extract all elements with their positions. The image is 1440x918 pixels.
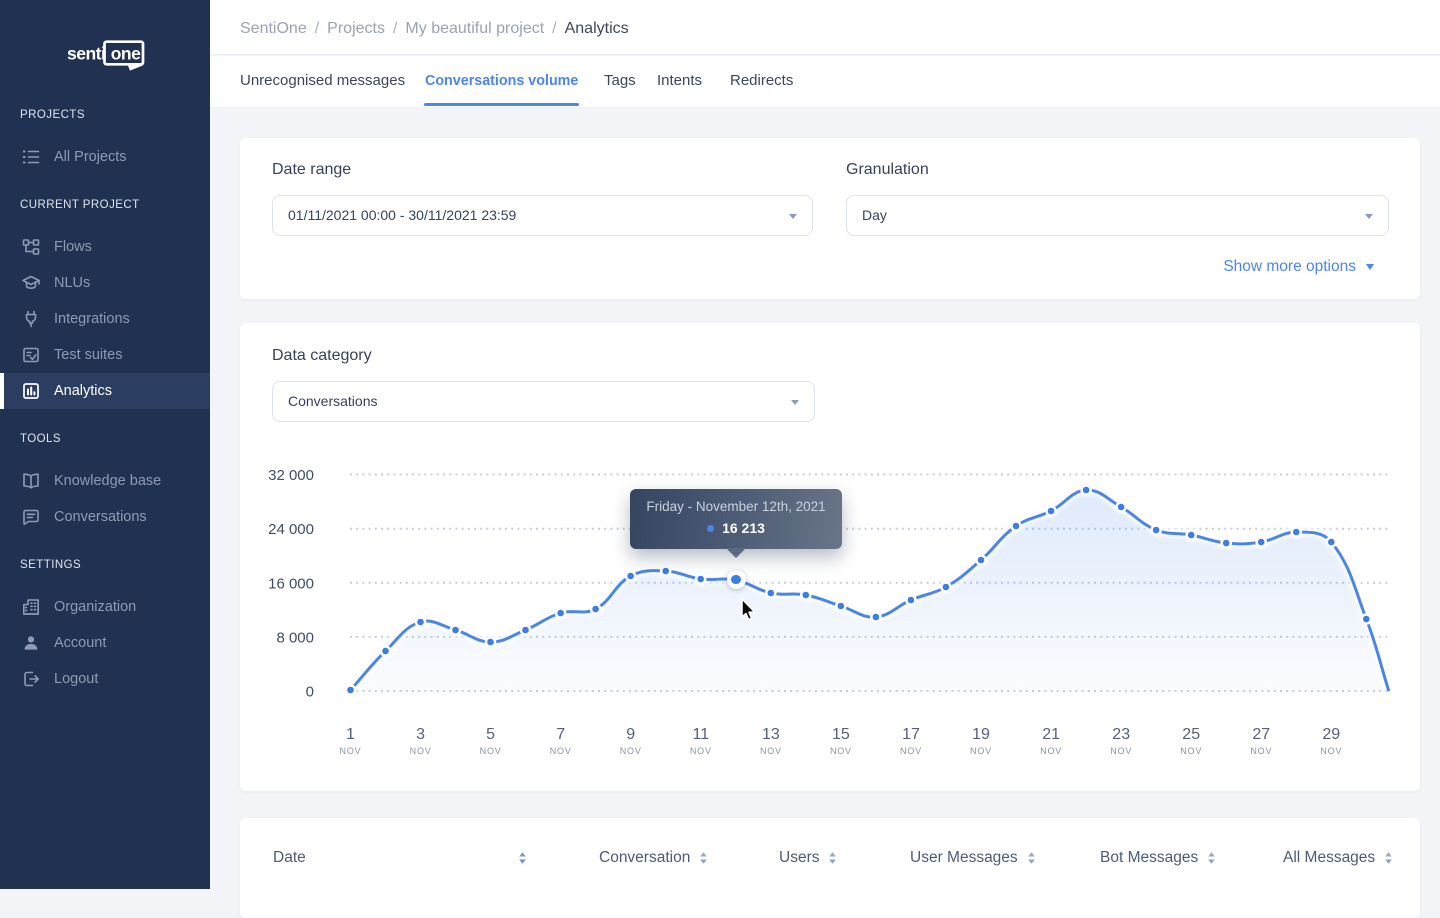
svg-text:23: 23 [1112, 726, 1130, 743]
svg-text:NOV: NOV [970, 746, 992, 756]
svg-text:1: 1 [346, 726, 355, 743]
svg-text:one: one [111, 44, 141, 64]
svg-text:3: 3 [416, 726, 425, 743]
svg-text:5: 5 [486, 726, 495, 743]
svg-text:NOV: NOV [1110, 746, 1132, 756]
svg-text:NOV: NOV [1320, 746, 1342, 756]
svg-text:NOV: NOV [410, 746, 432, 756]
svg-text:25: 25 [1182, 726, 1200, 743]
svg-text:NOV: NOV [830, 746, 852, 756]
svg-text:13: 13 [762, 726, 780, 743]
svg-text:NOV: NOV [690, 746, 712, 756]
svg-text:9: 9 [626, 726, 635, 743]
svg-text:8 000: 8 000 [276, 629, 314, 646]
svg-text:NOV: NOV [550, 746, 572, 756]
svg-text:27: 27 [1252, 726, 1270, 743]
svg-text:NOV: NOV [1040, 746, 1062, 756]
svg-text:NOV: NOV [340, 746, 362, 756]
svg-text:17: 17 [902, 726, 920, 743]
svg-text:NOV: NOV [760, 746, 782, 756]
svg-text:24 000: 24 000 [268, 521, 314, 538]
svg-text:19: 19 [972, 726, 990, 743]
svg-text:0: 0 [306, 684, 314, 701]
svg-text:29: 29 [1322, 726, 1340, 743]
svg-text:NOV: NOV [1250, 746, 1272, 756]
svg-text:21: 21 [1042, 726, 1060, 743]
svg-text:NOV: NOV [1180, 746, 1202, 756]
svg-text:NOV: NOV [900, 746, 922, 756]
svg-text:16 000: 16 000 [268, 575, 314, 592]
svg-text:senti: senti [67, 44, 105, 64]
svg-text:32 000: 32 000 [268, 467, 314, 484]
svg-text:7: 7 [556, 726, 565, 743]
svg-text:NOV: NOV [620, 746, 642, 756]
svg-text:NOV: NOV [480, 746, 502, 756]
svg-text:11: 11 [692, 726, 709, 743]
svg-text:15: 15 [832, 726, 850, 743]
